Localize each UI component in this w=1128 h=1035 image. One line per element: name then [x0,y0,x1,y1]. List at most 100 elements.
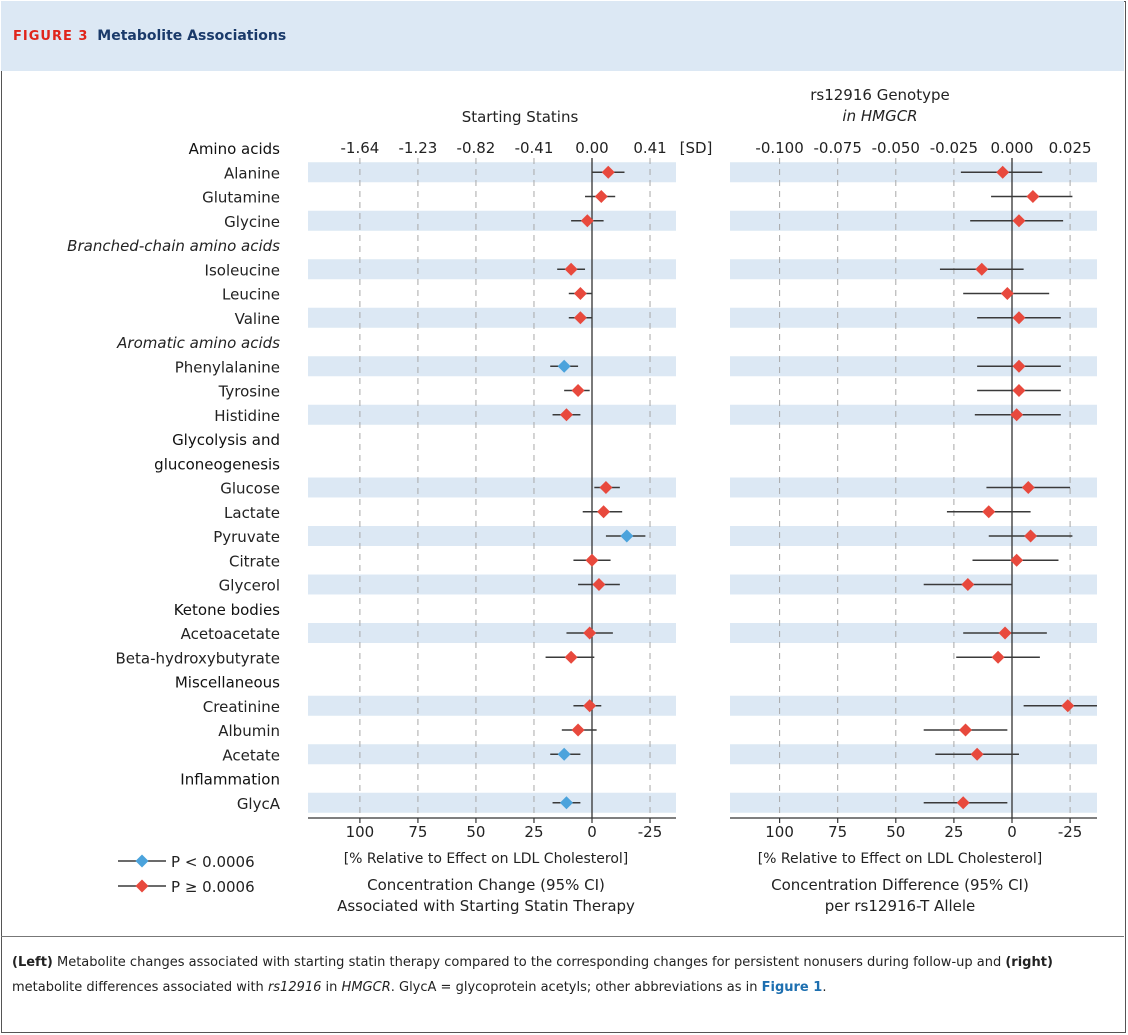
row-label: GlycA [237,795,281,813]
row-label: Glutamine [202,189,280,207]
estimate-marker-significant [557,747,571,761]
top-axis-tick-label: 0.41 [633,139,666,157]
estimate-marker [583,626,597,640]
caption-text-3: in [321,980,342,995]
row-band [308,744,676,765]
estimate-marker [970,747,984,761]
row-band [730,744,1097,765]
group-label: Miscellaneous [175,674,280,692]
legend-label: P ≥ 0.0006 [171,878,255,896]
row-label: Phenylalanine [175,358,280,376]
estimate-marker-significant [557,359,571,373]
group-label: Inflammation [180,771,280,789]
estimate-marker [1012,384,1026,397]
x-axis-subtitle: Associated with Starting Statin Therapy [337,897,635,915]
bottom-axis-tick-label: 0 [1007,823,1017,841]
legend-marker [135,854,149,868]
bottom-axis-tick-label: -25 [638,823,663,841]
estimate-marker [564,262,578,276]
estimate-marker [998,626,1012,640]
row-band [730,162,1097,183]
legend-label: P < 0.0006 [171,853,255,871]
top-axis-tick-label: -0.100 [755,139,803,157]
bottom-axis-tick-label: 0 [587,823,597,841]
caption-text-5: . [822,980,827,995]
top-axis-unit: [SD] [680,139,713,157]
bottom-axis-tick-label: 50 [466,823,485,841]
estimate-marker [1021,481,1035,494]
estimate-marker [573,287,587,300]
row-label: Lactate [224,504,280,522]
row-label: Glucose [220,480,280,498]
row-band [308,356,676,377]
row-band [308,477,676,498]
estimate-marker [959,723,973,737]
row-band [308,695,676,716]
row-label: Acetoacetate [181,625,280,643]
estimate-marker [585,553,599,567]
bottom-axis-tick-label: 100 [765,823,794,841]
estimate-marker [1010,408,1024,422]
group-label: Glycolysis and [172,431,280,449]
estimate-marker [583,699,597,713]
bottom-axis-tick-label: 25 [944,823,963,841]
top-axis-tick-label: 0.000 [991,139,1034,157]
subgroup-label: Branched-chain amino acids [67,237,280,255]
figure-1-link[interactable]: Figure 1 [761,980,823,995]
top-axis-tick-label: -1.64 [340,139,379,157]
row-band [308,307,676,328]
caption-gene: HMGCR [341,980,391,995]
estimate-marker [580,214,594,228]
estimate-marker-significant [559,796,573,810]
row-label: Histidine [214,407,280,425]
caption-divider [1,936,1124,937]
bottom-axis-tick-label: 75 [408,823,427,841]
row-label: Glycerol [219,577,280,595]
top-axis-tick-label: 0.00 [575,139,608,157]
top-axis-tick-label: -0.82 [457,139,496,157]
row-band [730,792,1097,813]
legend-marker [135,879,149,893]
x-axis-title: Concentration Change (95% CI) [367,876,605,894]
caption-text-4: . GlycA = glycoprotein acetyls; other ab… [390,980,762,995]
x-axis-title: Concentration Difference (95% CI) [771,876,1029,894]
row-band [308,259,676,280]
caption-right-label: (right) [1005,955,1053,970]
row-label: Citrate [229,552,280,570]
row-band [308,623,676,643]
estimate-marker [571,723,585,737]
caption-left-label: (Left) [12,955,53,970]
row-band [308,404,676,425]
bottom-axis-tick-label: 25 [524,823,543,841]
figure-caption: (Left) Metabolite changes associated wit… [12,950,1112,1000]
estimate-marker [975,262,989,276]
right-panel-title-gene: in HMGCR [842,107,917,125]
row-band [308,210,676,231]
estimate-marker [996,165,1010,179]
estimate-marker [594,190,608,203]
estimate-marker [1026,190,1040,203]
estimate-marker [1010,553,1024,567]
left-panel-title: Starting Statins [462,108,579,126]
estimate-marker [1000,287,1014,300]
estimate-marker [991,650,1005,664]
row-label: Albumin [218,722,280,740]
bottom-axis-tick-label: 100 [346,823,375,841]
top-axis-tick-label: -1.23 [399,139,438,157]
row-band [308,162,676,183]
estimate-marker [564,650,578,664]
row-band [730,356,1097,377]
subgroup-label: Aromatic amino acids [116,334,280,352]
row-label: Beta-hydroxybutyrate [116,649,280,667]
group-label: Ketone bodies [174,601,280,619]
group-label: gluconeogenesis [154,455,280,473]
estimate-marker [597,505,611,519]
x-axis-subtitle: per rs12916-T Allele [825,897,976,915]
estimate-marker-significant [620,529,634,543]
estimate-marker [1012,359,1026,373]
row-label: Isoleucine [205,261,280,279]
estimate-marker [956,796,970,810]
estimate-marker [1012,214,1026,228]
row-band [308,526,676,546]
row-band [730,526,1097,546]
